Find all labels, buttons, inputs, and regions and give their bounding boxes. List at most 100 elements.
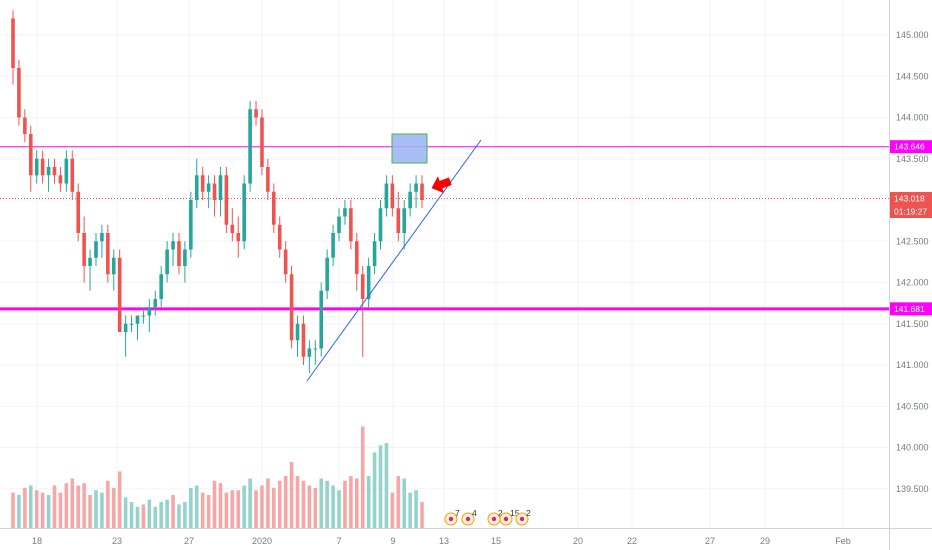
support-label-text: 141.681 [894, 304, 925, 314]
candle-body [64, 158, 69, 184]
candle-body [266, 167, 270, 192]
y-tick-label: 141.000 [896, 360, 929, 370]
volume-bar [94, 490, 98, 528]
event-count: 2 [498, 508, 503, 518]
volume-bar [70, 478, 75, 528]
volume-bar [129, 502, 134, 528]
candle-body [325, 257, 329, 291]
volume-bar [349, 476, 353, 528]
candle-body [123, 323, 128, 332]
candle-body [147, 307, 152, 316]
candle-body [260, 117, 264, 167]
volume-bar [206, 494, 211, 528]
candle-body [165, 249, 169, 275]
candle-body [40, 158, 45, 176]
event-count: 7 [455, 508, 460, 518]
volume-bar [354, 478, 359, 528]
candle-body [11, 18, 15, 68]
volume-bar [189, 487, 193, 528]
candle-body [94, 241, 98, 258]
candle-body [408, 191, 412, 209]
event-count: 2 [526, 508, 531, 518]
event-dot [448, 516, 454, 522]
volume-bar [135, 506, 140, 528]
y-tick-label: 141.500 [896, 319, 929, 329]
volume-bar [200, 492, 205, 528]
volume-bar [266, 478, 270, 528]
volume-bar [141, 504, 146, 528]
x-tick-label: 27 [705, 536, 715, 546]
event-dot [519, 516, 525, 522]
candle-body [283, 249, 288, 275]
candle-body [129, 323, 134, 325]
event-marker[interactable]: 2 [515, 508, 531, 526]
volume-bar [88, 494, 92, 528]
volume-bar [378, 445, 383, 528]
candle-body [17, 68, 21, 118]
volume-bar [366, 476, 371, 528]
volume-bar [230, 490, 235, 528]
resistance-label-text: 143.646 [894, 142, 925, 152]
candle-body [366, 266, 371, 299]
candle-body [111, 257, 116, 275]
y-tick-label: 139.500 [896, 484, 929, 494]
volume-bar [260, 485, 264, 528]
y-tick-label: 142.500 [896, 236, 929, 246]
time-axis[interactable]: 18 23 27 2020 7 9 13 15 20 22 27 29 Feb [0, 528, 932, 547]
volume-bar [159, 502, 163, 528]
event-markers[interactable]: 7 4 2 15 2 [444, 508, 531, 526]
support-label: 141.681 [890, 302, 932, 316]
event-dot [491, 516, 497, 522]
volume-bar [272, 487, 276, 528]
volume-bar [301, 480, 306, 528]
volume-bars [11, 426, 424, 528]
candle-body [242, 183, 246, 242]
candle-body [319, 290, 324, 349]
volume-bar [224, 492, 229, 528]
event-count: 4 [472, 508, 477, 518]
resistance-label: 143.646 [890, 140, 932, 154]
candle-body [313, 348, 318, 350]
volume-bar [420, 502, 424, 528]
candle-body [337, 216, 341, 233]
candle-body [76, 191, 81, 233]
candle-body [248, 109, 252, 184]
volume-bar [40, 492, 45, 528]
candle-body [354, 241, 359, 275]
candle-body [420, 183, 424, 200]
y-tick-label: 145.000 [896, 30, 929, 40]
candle-body [295, 323, 300, 341]
candle-body [212, 183, 217, 200]
candle-body [224, 175, 229, 225]
candle-body [28, 134, 33, 176]
last-price-label: 143.018 [890, 192, 932, 206]
candle-body [135, 315, 140, 324]
volume-bar [343, 480, 347, 528]
event-dot [503, 516, 509, 522]
volume-bar [307, 485, 312, 528]
candle-body [414, 183, 418, 192]
volume-bar [254, 490, 258, 528]
y-tick-label: 140.000 [896, 443, 929, 453]
volume-bar [46, 494, 51, 528]
volume-bar [183, 502, 187, 528]
volume-bar [331, 485, 335, 528]
volume-bar [165, 499, 169, 528]
candle-body [189, 200, 193, 250]
y-tick-label: 140.500 [896, 401, 929, 411]
x-tick-label: 29 [760, 536, 770, 546]
candlestick-series [11, 10, 424, 374]
candle-body [390, 183, 395, 209]
candle-body [343, 208, 347, 217]
price-labels: 143.646 143.018 01:19:27 141.681 [890, 140, 932, 316]
volume-bar [212, 480, 217, 528]
volume-bar [117, 471, 122, 528]
price-axis[interactable]: 145.000144.500144.000143.500143.000142.5… [889, 0, 929, 550]
candle-body [82, 233, 86, 266]
event-marker[interactable]: 15 [499, 508, 520, 526]
volume-bar [11, 492, 15, 528]
event-marker[interactable]: 4 [461, 508, 477, 526]
event-marker[interactable]: 7 [444, 508, 460, 526]
candle-body [23, 117, 27, 134]
